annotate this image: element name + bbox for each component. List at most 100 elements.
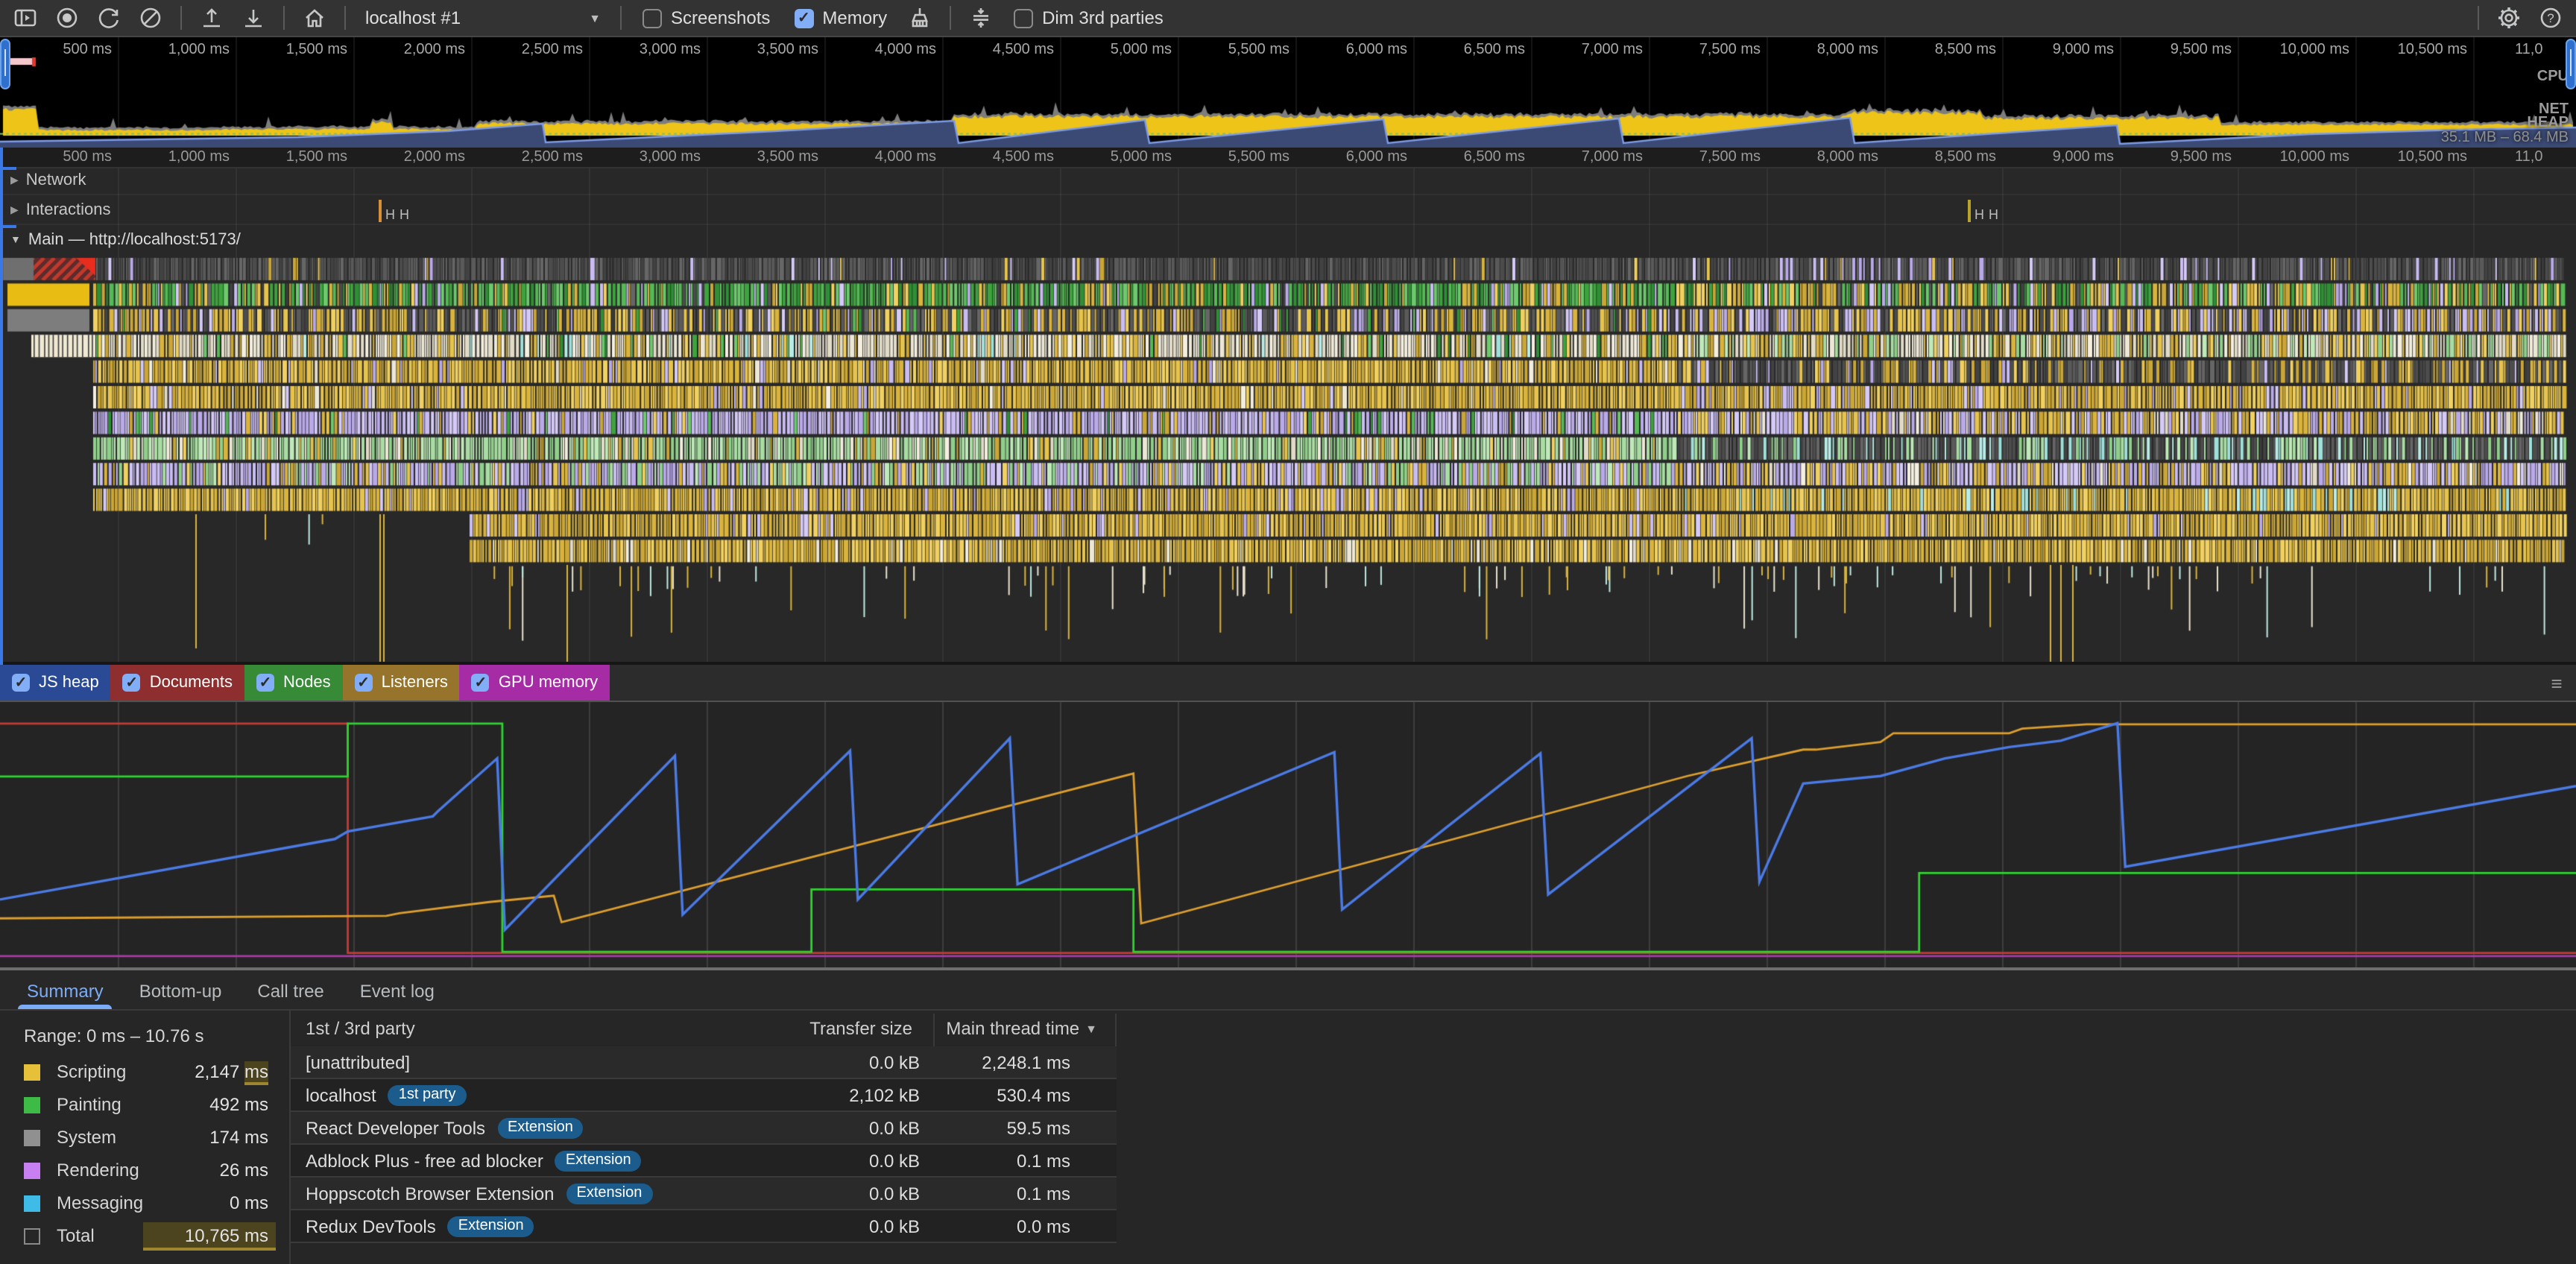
dim-3rd-parties-checkbox[interactable]: Dim 3rd parties <box>1003 7 1174 28</box>
flame-chart-canvas[interactable] <box>0 255 2576 665</box>
ruler-tick-label: 11,0 <box>2515 42 2542 58</box>
tab-event-log[interactable]: Event log <box>342 972 452 1009</box>
interaction-marker[interactable]: HH <box>1968 200 1998 222</box>
track-accent-tick <box>0 225 16 228</box>
overview-left-handle[interactable] <box>0 39 10 89</box>
party-name: localhost <box>306 1084 376 1105</box>
transfer-size-value: 0.0 kB <box>869 1117 920 1138</box>
collect-garbage-icon[interactable] <box>900 1 939 34</box>
record-icon[interactable] <box>48 1 86 34</box>
main-thread-time-value: 530.4 ms <box>997 1084 1070 1105</box>
table-row[interactable]: Hoppscotch Browser ExtensionExtension0.0… <box>291 1178 1117 1210</box>
track-ruler: 500 ms1,000 ms1,500 ms2,000 ms2,500 ms3,… <box>0 148 2576 168</box>
overview-right-handle[interactable] <box>2566 39 2576 89</box>
clear-icon[interactable] <box>131 1 170 34</box>
ruler-tick-label: 5,000 ms <box>1111 42 1172 58</box>
chevron-right-icon[interactable]: ▶ <box>10 174 19 186</box>
ruler-tick-label: 6,500 ms <box>1464 42 1525 58</box>
memory-counters-chart[interactable] <box>0 701 2576 970</box>
collapse-tracks-icon[interactable] <box>962 1 1000 34</box>
interaction-marker[interactable]: HH <box>379 200 409 222</box>
screenshots-checkbox[interactable]: Screenshots <box>632 7 780 28</box>
ruler-tick-label: 5,500 ms <box>1228 42 1289 58</box>
ruler-tick-label: 8,000 ms <box>1817 42 1878 58</box>
memory-chart-canvas[interactable] <box>0 702 2576 967</box>
tab-call-tree[interactable]: Call tree <box>239 972 341 1009</box>
main-thread-time-value: 59.5 ms <box>1007 1117 1070 1138</box>
checkbox-unchecked-icon <box>643 8 662 28</box>
ruler-tick-label: 8,500 ms <box>1935 149 1996 165</box>
table-row[interactable]: [unattributed]0.0 kB2,248.1 ms <box>291 1046 1117 1079</box>
counter-chip-gpu-memory[interactable]: ✓GPU memory <box>460 665 610 701</box>
table-row[interactable]: Redux DevToolsExtension0.0 kB0.0 ms <box>291 1210 1117 1243</box>
save-profile-icon[interactable] <box>234 1 273 34</box>
toolbar-separator <box>950 6 951 30</box>
checkbox-checked-icon: ✓ <box>123 674 141 692</box>
interaction-whisker-label: H <box>385 209 395 222</box>
legend-row-painting: Painting492 ms <box>0 1088 291 1121</box>
toggle-panel-icon[interactable] <box>6 1 45 34</box>
heap-lane-label: HEAP <box>2527 115 2569 131</box>
ruler-tick-label: 2,000 ms <box>404 149 465 165</box>
table-row[interactable]: localhost1st party2,102 kB530.4 ms <box>291 1079 1117 1112</box>
toolbar-separator <box>2478 6 2479 30</box>
ruler-tick-label: 2,000 ms <box>404 42 465 58</box>
transfer-size-value: 0.0 kB <box>869 1183 920 1204</box>
ruler-tick-label: 4,500 ms <box>993 42 1054 58</box>
table-row[interactable]: Adblock Plus - free ad blockerExtension0… <box>291 1145 1117 1178</box>
ruler-tick-label: 1,000 ms <box>168 42 230 58</box>
counter-chip-nodes[interactable]: ✓Nodes <box>244 665 343 701</box>
track-network[interactable]: ▶ Network <box>0 167 2576 195</box>
dim-3rd-parties-label: Dim 3rd parties <box>1042 7 1164 28</box>
main-thread-time-column-header[interactable]: Main thread time▼ <box>946 1011 1097 1046</box>
party-name: [unattributed] <box>306 1052 410 1072</box>
counter-chip-documents[interactable]: ✓ Documents <box>111 665 244 701</box>
main-thread-time-value: 0.0 ms <box>1017 1216 1070 1236</box>
ruler-tick-label: 11,0 <box>2515 149 2542 165</box>
help-icon[interactable]: ? <box>2531 1 2570 34</box>
target-selector[interactable]: localhost #1 ▼ <box>356 4 610 31</box>
ruler-tick-label: 9,500 ms <box>2171 42 2232 58</box>
party-badge: Extension <box>555 1150 642 1171</box>
toolbar-separator <box>620 6 622 30</box>
settings-gear-icon[interactable] <box>2490 1 2528 34</box>
transfer-size-column-header[interactable]: Transfer size <box>809 1011 912 1046</box>
counter-chip-label: Nodes <box>283 674 331 692</box>
checkbox-checked-icon: ✓ <box>794 8 813 28</box>
live-metrics-home-icon[interactable] <box>295 1 334 34</box>
legend-value: 492 ms <box>209 1094 268 1115</box>
memory-checkbox[interactable]: ✓ Memory <box>783 7 897 28</box>
network-track-label: Network <box>26 171 86 189</box>
checkbox-checked-icon: ✓ <box>472 674 490 692</box>
ruler-tick-label: 9,000 ms <box>2053 149 2114 165</box>
toolbar: localhost #1 ▼ Screenshots ✓ Memory Dim … <box>0 0 2576 37</box>
track-interactions[interactable]: ▶ Interactions HHHH <box>0 195 2576 225</box>
main-track-label: Main — http://localhost:5173/ <box>28 231 241 249</box>
party-column-header[interactable]: 1st / 3rd party <box>306 1011 415 1046</box>
tab-summary[interactable]: Summary <box>9 972 121 1009</box>
ruler-tick-label: 10,500 ms <box>2398 149 2467 165</box>
legend-value: 174 ms <box>209 1127 268 1148</box>
counters-menu-icon[interactable]: ≡ <box>2537 665 2576 701</box>
load-profile-icon[interactable] <box>192 1 231 34</box>
ruler-tick-label: 2,500 ms <box>522 42 583 58</box>
table-row[interactable]: React Developer ToolsExtension0.0 kB59.5… <box>291 1112 1117 1145</box>
checkbox-unchecked-icon <box>1014 8 1033 28</box>
chevron-down-icon[interactable]: ▼ <box>10 235 21 245</box>
chevron-right-icon[interactable]: ▶ <box>10 203 19 215</box>
counter-chip-listeners[interactable]: ✓Listeners <box>343 665 460 701</box>
ruler-tick-label: 6,000 ms <box>1346 149 1407 165</box>
transfer-size-value: 2,102 kB <box>849 1084 920 1105</box>
track-main[interactable]: ▼ Main — http://localhost:5173/ <box>0 225 2576 255</box>
record-and-reload-icon[interactable] <box>89 1 128 34</box>
legend-value: 26 ms <box>220 1160 268 1181</box>
tab-bottom-up[interactable]: Bottom-up <box>121 972 240 1009</box>
counter-chip-js-heap[interactable]: ✓JS heap <box>0 665 111 701</box>
party-badge: Extension <box>448 1216 534 1236</box>
timeline-overview[interactable]: 500 ms1,000 ms1,500 ms2,000 ms2,500 ms3,… <box>0 37 2576 148</box>
counter-chip-label: Documents <box>150 674 233 692</box>
ruler-tick-label: 500 ms <box>63 42 112 58</box>
ruler-tick-label: 9,500 ms <box>2171 149 2232 165</box>
ruler-tick-label: 500 ms <box>63 149 112 165</box>
ruler-tick-label: 5,500 ms <box>1228 149 1289 165</box>
